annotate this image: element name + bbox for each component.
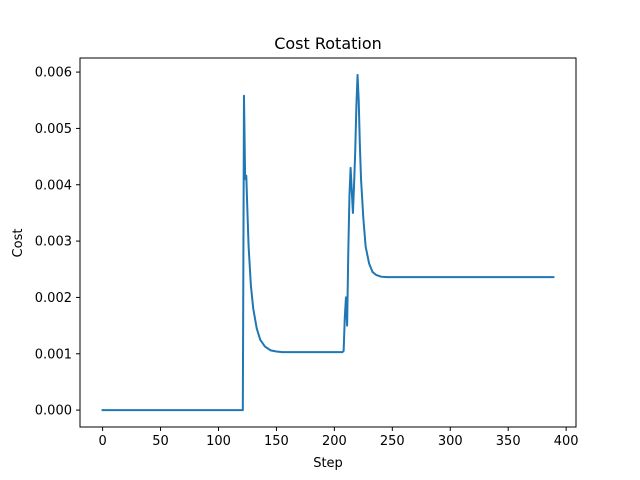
- x-tick-label: 300: [438, 434, 463, 449]
- y-tick-label: 0.003: [35, 235, 72, 250]
- y-tick-label: 0.000: [35, 404, 72, 419]
- x-tick-label: 100: [206, 434, 231, 449]
- y-tick-label: 0.004: [35, 178, 72, 193]
- y-axis-title: Cost: [11, 229, 26, 258]
- chart-title: Cost Rotation: [274, 34, 382, 53]
- x-axis-ticks: 0 50 100 150 200 250 300 350 400: [98, 427, 579, 449]
- x-tick-label: 200: [322, 434, 347, 449]
- axes-frame: [79, 57, 577, 428]
- x-tick-label: 50: [152, 434, 169, 449]
- y-tick-label: 0.002: [35, 291, 72, 306]
- x-tick-label: 250: [380, 434, 405, 449]
- x-tick-label: 350: [496, 434, 521, 449]
- series-line-0: [101, 73, 555, 412]
- x-tick-label: 0: [98, 434, 106, 449]
- y-tick-label: 0.005: [35, 122, 72, 137]
- y-tick-label: 0.006: [35, 66, 72, 81]
- y-tick-label: 0.001: [35, 347, 72, 362]
- y-axis-ticks: 0.000 0.001 0.002 0.003 0.004 0.005 0.006: [35, 66, 80, 419]
- plot-area: [79, 57, 577, 428]
- x-tick-label: 150: [264, 434, 289, 449]
- x-axis-title: Step: [313, 456, 343, 471]
- x-tick-label: 400: [554, 434, 579, 449]
